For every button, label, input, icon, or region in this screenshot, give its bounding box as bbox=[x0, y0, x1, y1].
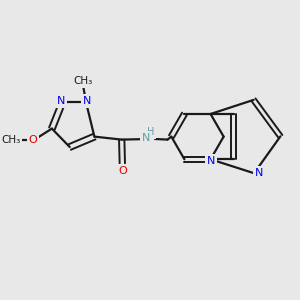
Text: N: N bbox=[142, 133, 150, 143]
Text: CH₃: CH₃ bbox=[74, 76, 93, 86]
Text: N: N bbox=[83, 96, 92, 106]
Text: O: O bbox=[118, 166, 127, 176]
Text: N: N bbox=[57, 96, 65, 106]
Text: CH₃: CH₃ bbox=[1, 136, 20, 146]
Text: O: O bbox=[28, 136, 37, 146]
Text: H: H bbox=[147, 128, 154, 137]
Text: N: N bbox=[255, 168, 264, 178]
Text: N: N bbox=[206, 156, 215, 166]
